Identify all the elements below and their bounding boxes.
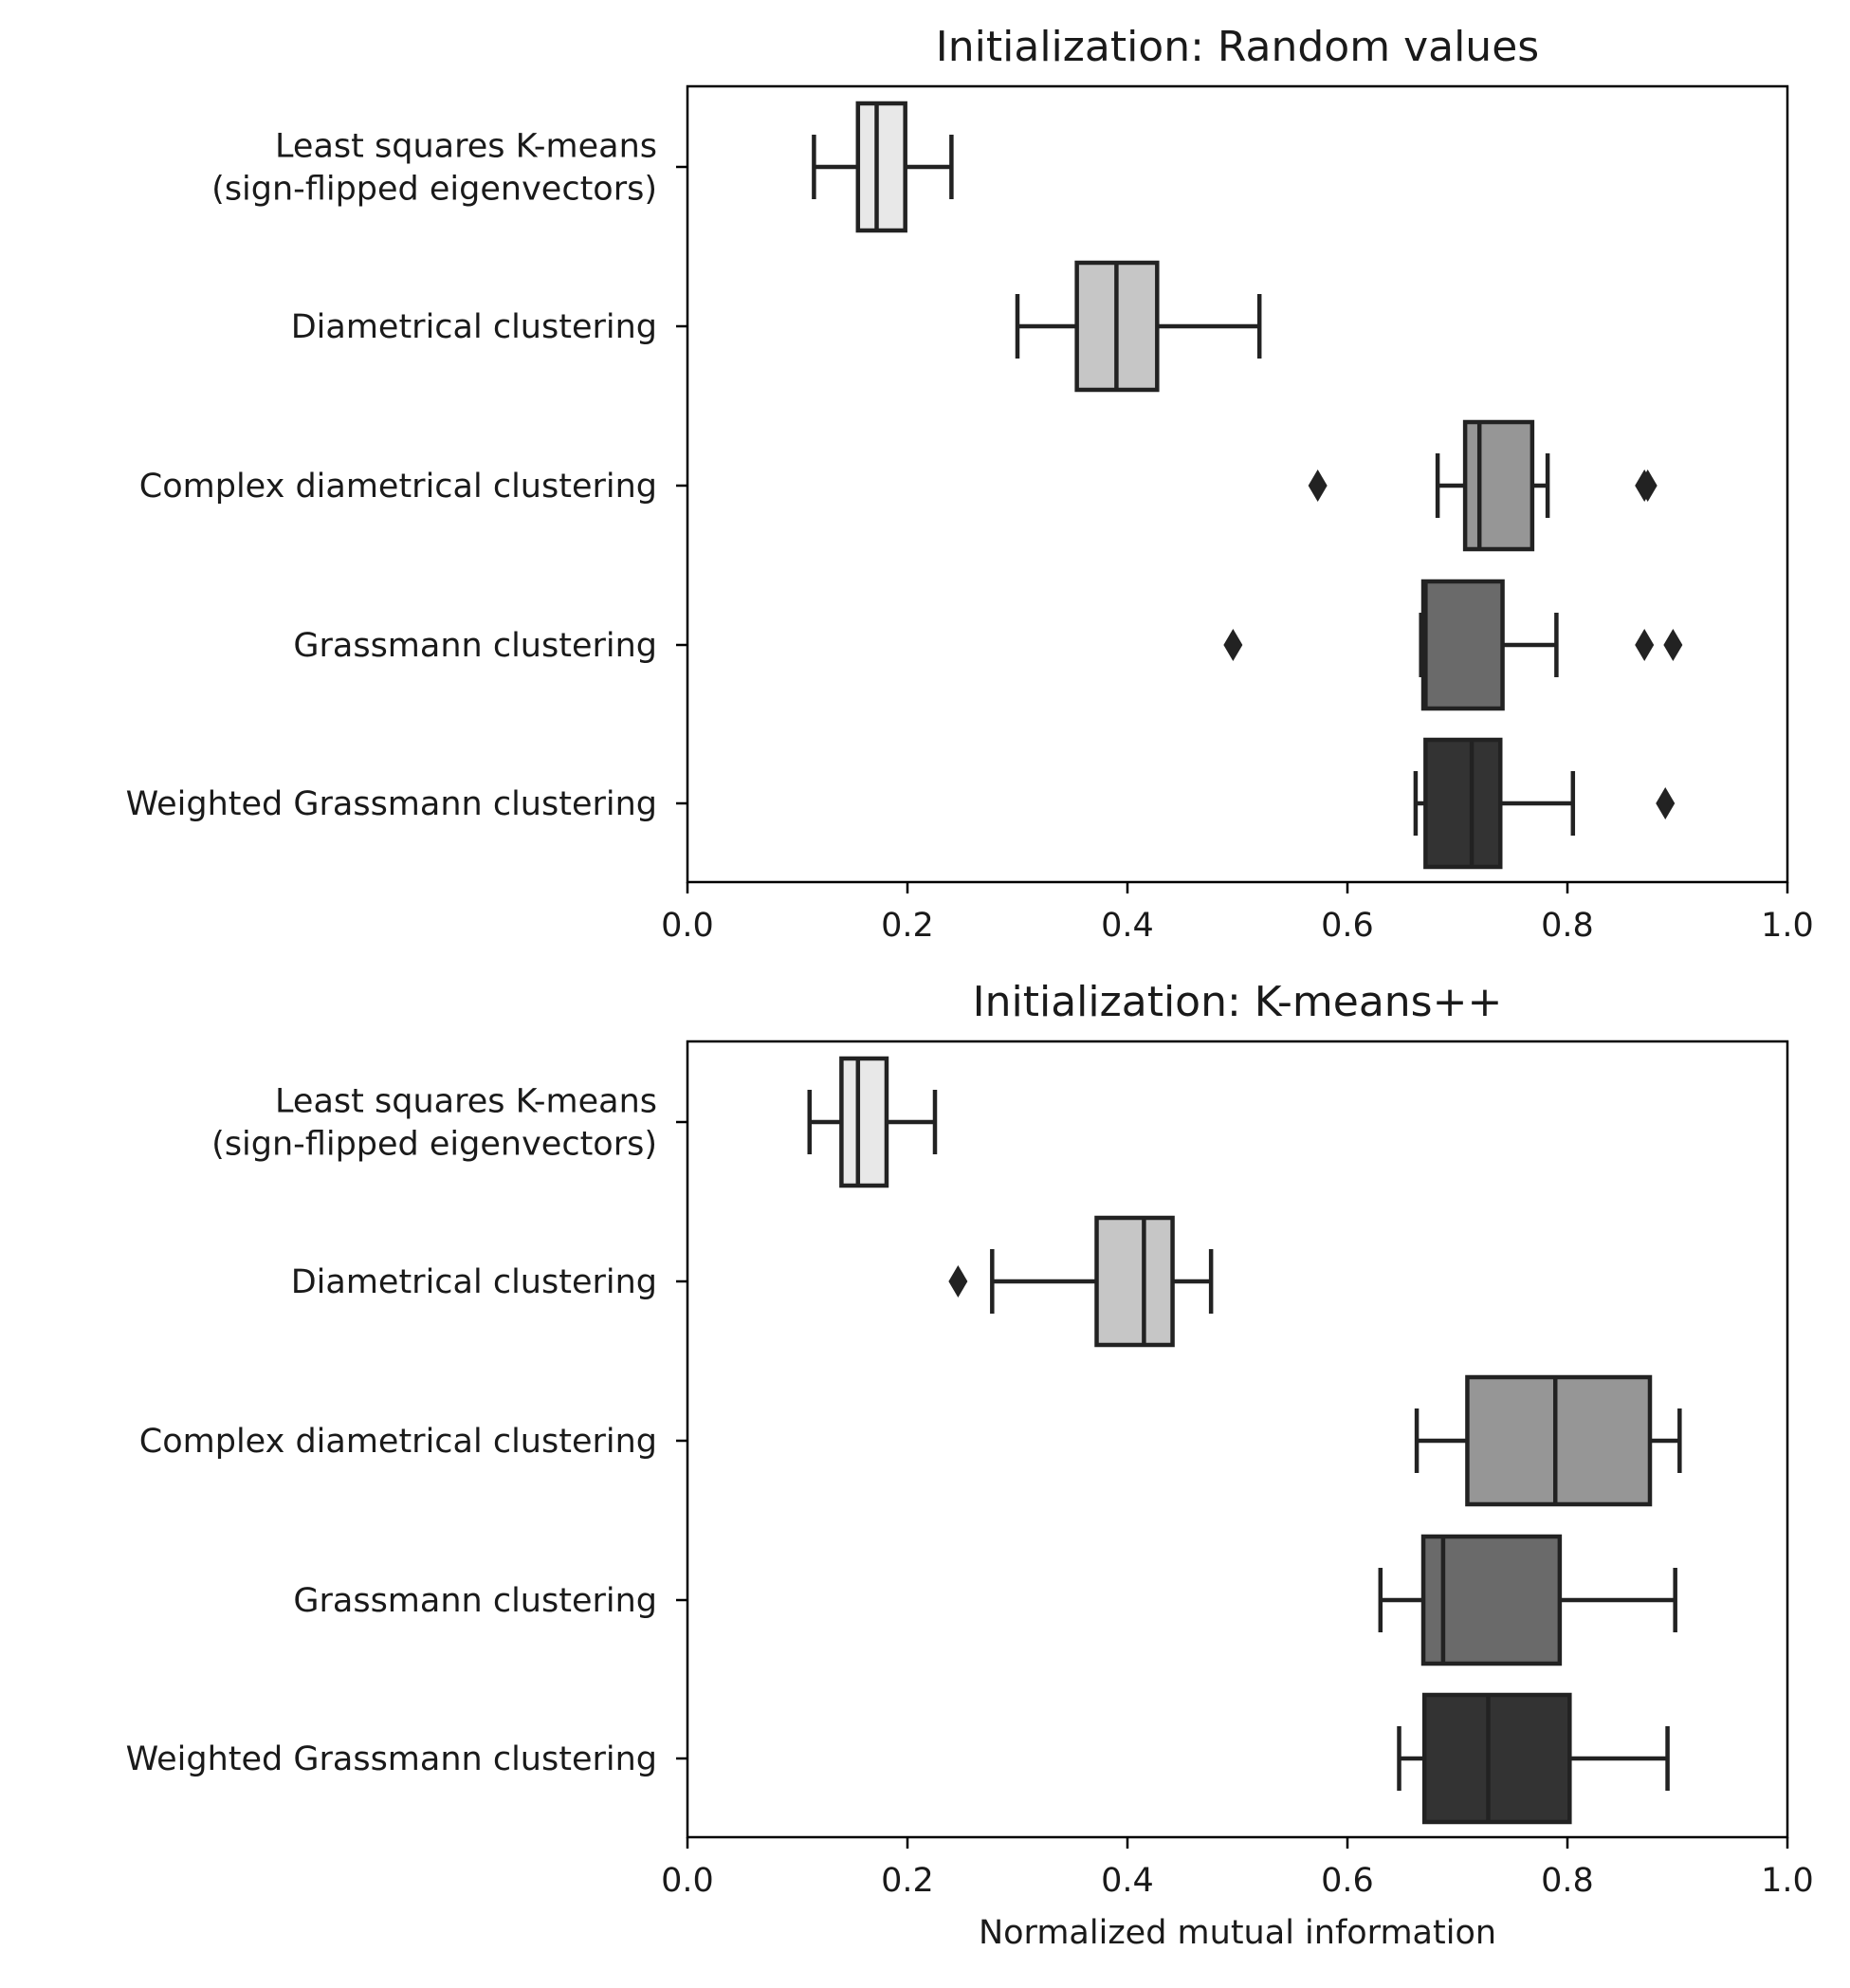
x-tick-label: 1.0 (1761, 1862, 1814, 1900)
y-tick-label: Grassmann clustering (293, 627, 657, 665)
box-diametrical-clustering (948, 1215, 1214, 1348)
x-tick-label: 0.8 (1541, 907, 1594, 945)
iqr-box (1094, 1215, 1175, 1348)
box-complex-diametrical-clustering (1308, 419, 1658, 552)
iqr-box (1420, 579, 1505, 711)
panel-kmeanspp: Initialization: K-means++ Least squares K… (126, 978, 1814, 1952)
x-tick-label: 0.8 (1541, 1862, 1594, 1900)
box-least-squares-k-means (812, 101, 954, 233)
y-tick-label: Weighted Grassmann clustering (126, 785, 657, 823)
x-tick-label: 0.2 (881, 907, 934, 945)
box-grassmann-clustering (1378, 1534, 1677, 1666)
box-weighted-grassmann-clustering (1413, 737, 1676, 870)
box-complex-diametrical-clustering (1414, 1374, 1682, 1507)
chart-title: Initialization: Random values (936, 23, 1539, 71)
outlier-point (1638, 469, 1658, 502)
x-tick-label: 0.4 (1101, 1862, 1154, 1900)
x-tick-label: 0.2 (881, 1862, 934, 1900)
y-tick-label: (sign-flipped eigenvectors) (211, 1126, 657, 1164)
x-tick-label: 0.0 (661, 1862, 714, 1900)
y-tick-label: Diametrical clustering (291, 308, 657, 346)
outlier-point (948, 1265, 968, 1298)
x-tick-label: 0.6 (1321, 907, 1374, 945)
iqr-box (839, 1056, 889, 1188)
x-tick-label: 0.0 (661, 907, 714, 945)
outlier-point (1635, 629, 1655, 661)
outlier-point (1656, 787, 1676, 819)
outlier-point (1308, 469, 1328, 502)
iqr-box (1420, 1534, 1563, 1666)
iqr-box (1423, 737, 1503, 870)
y-tick-label: Grassmann clustering (293, 1582, 657, 1620)
axes-frame (686, 1040, 1789, 1839)
axes-frame (686, 84, 1789, 884)
box-least-squares-k-means (807, 1056, 938, 1188)
y-tick-label: Complex diametrical clustering (139, 468, 657, 506)
x-tick-label: 0.4 (1101, 907, 1154, 945)
box-weighted-grassmann-clustering (1397, 1692, 1670, 1825)
iqr-box (1421, 1692, 1572, 1825)
iqr-box (1462, 419, 1535, 552)
outlier-point (1223, 629, 1243, 661)
iqr-box (855, 101, 907, 233)
x-tick-label: 1.0 (1761, 907, 1814, 945)
box-grassmann-clustering (1223, 579, 1683, 711)
x-axis-label: Normalized mutual information (979, 1914, 1496, 1952)
outlier-point (1663, 629, 1683, 661)
box-diametrical-clustering (1015, 260, 1262, 393)
iqr-box (1465, 1374, 1653, 1507)
x-tick-label: 0.6 (1321, 1862, 1374, 1900)
y-tick-label: Complex diametrical clustering (139, 1423, 657, 1461)
y-tick-label: Least squares K-means (275, 1083, 657, 1121)
panel-random-values: Initialization: Random values Least squar… (126, 23, 1814, 945)
y-tick-label: Diametrical clustering (291, 1263, 657, 1301)
y-tick-label: Least squares K-means (275, 128, 657, 166)
y-tick-label: (sign-flipped eigenvectors) (211, 171, 657, 209)
chart-title: Initialization: K-means++ (973, 978, 1503, 1026)
y-tick-label: Weighted Grassmann clustering (126, 1740, 657, 1778)
